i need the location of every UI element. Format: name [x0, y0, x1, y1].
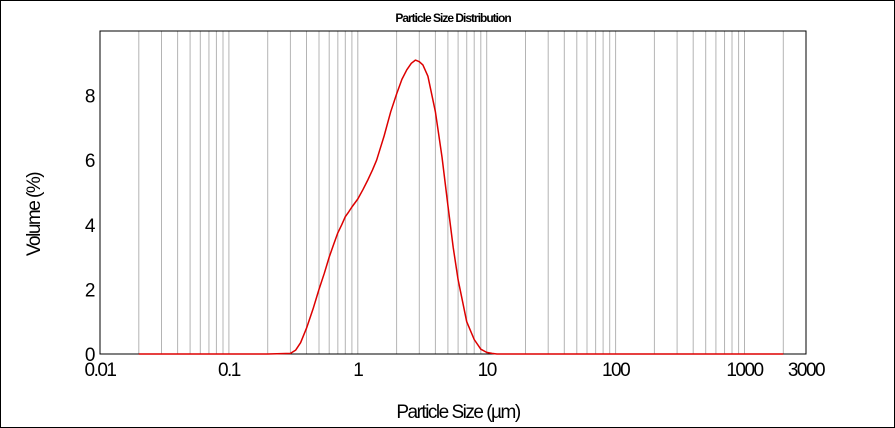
- chart-title: Particle Size Distribution: [395, 11, 511, 25]
- x-tick-labels: 0.01 0.1 1 10 100 1000 3000: [85, 360, 827, 381]
- x-axis-label: Particle Size (µm): [396, 402, 520, 423]
- y-tick-label: 2: [85, 280, 95, 301]
- y-tick-label: 0: [85, 345, 95, 366]
- plot-area: [99, 30, 807, 355]
- y-tick-labels: 0 2 4 6 8: [85, 87, 98, 366]
- series-line: [138, 59, 784, 355]
- x-tick-label: 1: [353, 360, 363, 381]
- x-tick-label: 10: [478, 360, 497, 381]
- x-tick-label: 100: [602, 360, 630, 381]
- y-axis-label: Volume (%): [24, 172, 45, 256]
- x-tick-label: 0.1: [218, 360, 241, 381]
- x-tick-label: 1000: [726, 360, 763, 381]
- grid: [138, 31, 784, 354]
- x-tick-label: 0.01: [85, 360, 117, 381]
- y-tick-label: 8: [85, 87, 95, 108]
- y-tick-label: 4: [85, 216, 96, 237]
- y-tick-label: 6: [85, 151, 95, 172]
- x-tick-label: 3000: [788, 360, 825, 381]
- series-layer: [138, 59, 784, 355]
